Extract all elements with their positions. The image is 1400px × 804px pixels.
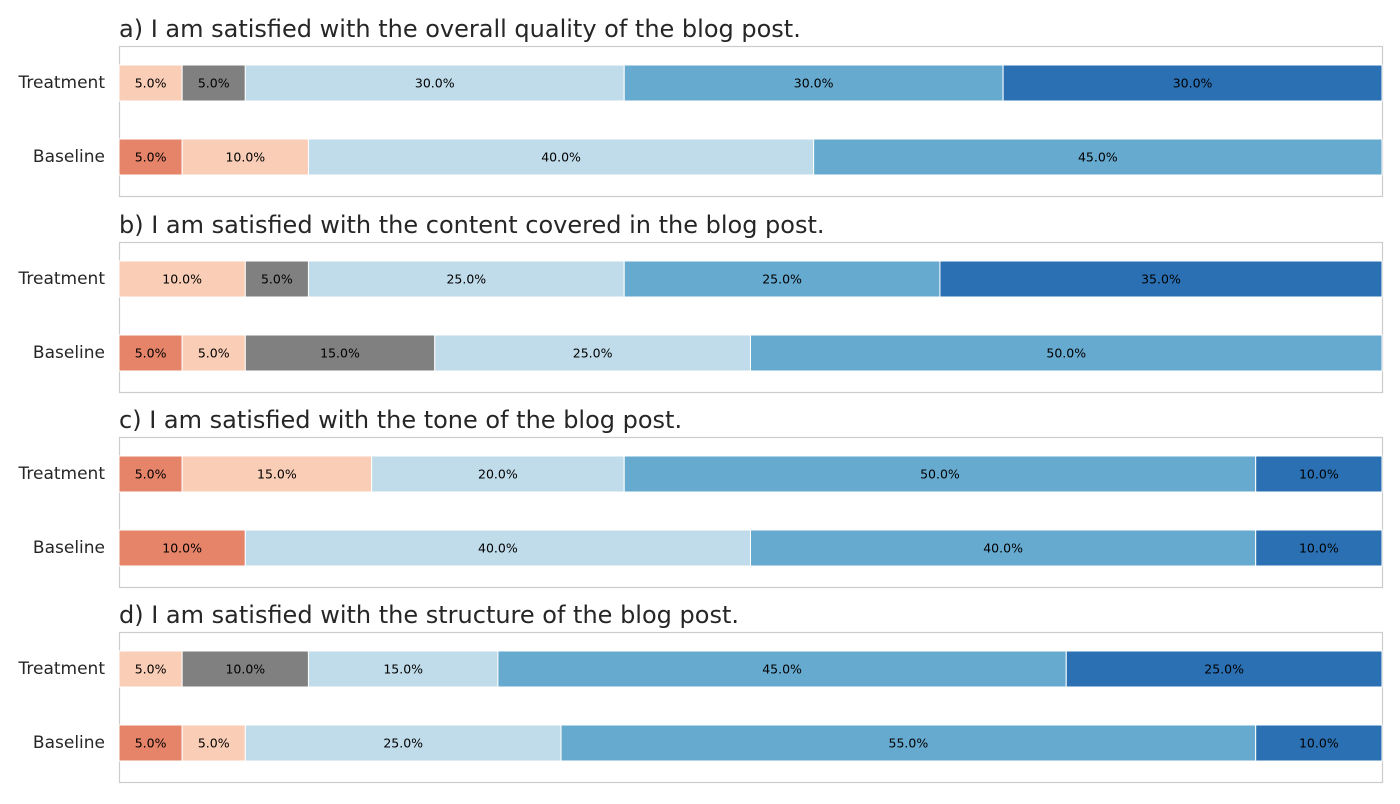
chart-title: d) I am satisfied with the structure of …	[119, 601, 739, 629]
bar-segment	[181, 64, 246, 102]
data-label: 5.0%	[198, 346, 230, 361]
data-label: 50.0%	[920, 467, 960, 482]
bar-segment	[434, 334, 751, 372]
bar-segment	[244, 724, 562, 762]
data-label: 40.0%	[478, 541, 518, 556]
data-label: 10.0%	[162, 541, 202, 556]
data-label: 45.0%	[1078, 150, 1118, 165]
bar-segment	[623, 260, 941, 298]
bar-segment	[181, 724, 246, 762]
data-label: 50.0%	[1046, 346, 1086, 361]
data-label: 5.0%	[198, 736, 230, 751]
bar-segment	[1065, 650, 1383, 688]
category-label: Treatment	[17, 73, 105, 93]
bar-segment	[560, 724, 1257, 762]
data-label: 55.0%	[889, 736, 929, 751]
data-label: 45.0%	[762, 662, 802, 677]
bar-segment	[118, 138, 183, 176]
data-label: 25.0%	[446, 272, 486, 287]
chart-title: c) I am satisfied with the tone of the b…	[119, 406, 682, 434]
bar-segment	[118, 455, 183, 493]
data-label: 15.0%	[320, 346, 360, 361]
bar-segment	[181, 455, 373, 493]
plot-frame	[118, 436, 1384, 589]
bar-segment	[118, 260, 246, 298]
bar-segment	[750, 334, 1383, 372]
bar-segment	[1255, 529, 1383, 567]
data-label: 10.0%	[225, 662, 265, 677]
data-label: 25.0%	[762, 272, 802, 287]
bar-segment	[623, 64, 1004, 102]
data-label: 40.0%	[541, 150, 581, 165]
bar-segment	[118, 724, 183, 762]
category-label: Treatment	[17, 464, 105, 484]
data-label: 25.0%	[383, 736, 423, 751]
bar-segment	[750, 529, 1257, 567]
plot-frame	[118, 45, 1384, 198]
data-label: 30.0%	[415, 76, 455, 91]
data-label: 30.0%	[1173, 76, 1213, 91]
data-label: 5.0%	[261, 272, 293, 287]
category-label: Baseline	[33, 343, 105, 363]
category-label: Baseline	[33, 147, 105, 167]
bar-segment	[244, 529, 752, 567]
data-label: 5.0%	[135, 76, 167, 91]
bar-segment	[118, 650, 183, 688]
category-label: Baseline	[33, 538, 105, 558]
data-label: 10.0%	[1299, 467, 1339, 482]
plot-frame	[118, 631, 1384, 784]
data-label: 5.0%	[198, 76, 230, 91]
chart-panel: b) I am satisfied with the content cover…	[17, 211, 1384, 394]
data-label: 10.0%	[1299, 541, 1339, 556]
bar-segment	[181, 138, 309, 176]
bar-segment	[181, 650, 309, 688]
chart-panel: c) I am satisfied with the tone of the b…	[17, 406, 1384, 589]
bar-segment	[118, 64, 183, 102]
chart-title: b) I am satisfied with the content cover…	[119, 211, 825, 239]
bar-segment	[1255, 724, 1383, 762]
data-label: 5.0%	[135, 346, 167, 361]
bar-segment	[118, 529, 246, 567]
data-label: 5.0%	[135, 467, 167, 482]
data-label: 15.0%	[383, 662, 423, 677]
bar-segment	[307, 650, 499, 688]
data-label: 5.0%	[135, 150, 167, 165]
data-label: 20.0%	[478, 467, 518, 482]
data-label: 5.0%	[135, 736, 167, 751]
data-label: 10.0%	[225, 150, 265, 165]
data-label: 25.0%	[1204, 662, 1244, 677]
category-label: Treatment	[17, 659, 105, 679]
bar-segment	[497, 650, 1067, 688]
data-label: 40.0%	[983, 541, 1023, 556]
data-label: 35.0%	[1141, 272, 1181, 287]
bar-segment	[1255, 455, 1383, 493]
chart-panel: d) I am satisfied with the structure of …	[17, 601, 1384, 784]
data-label: 5.0%	[135, 662, 167, 677]
chart-panel: a) I am satisfied with the overall quali…	[17, 15, 1384, 198]
bar-segment	[307, 260, 625, 298]
bar-segment	[244, 334, 436, 372]
data-label: 30.0%	[794, 76, 834, 91]
data-label: 25.0%	[573, 346, 613, 361]
bar-segment	[371, 455, 625, 493]
bar-segment	[118, 334, 183, 372]
category-label: Baseline	[33, 733, 105, 753]
category-label: Treatment	[17, 269, 105, 289]
data-label: 15.0%	[257, 467, 297, 482]
bar-segment	[939, 260, 1383, 298]
data-label: 10.0%	[162, 272, 202, 287]
bar-segment	[813, 138, 1383, 176]
bar-segment	[1002, 64, 1383, 102]
plot-frame	[118, 241, 1384, 394]
bar-segment	[307, 138, 815, 176]
data-label: 10.0%	[1299, 736, 1339, 751]
chart-title: a) I am satisfied with the overall quali…	[119, 15, 801, 43]
